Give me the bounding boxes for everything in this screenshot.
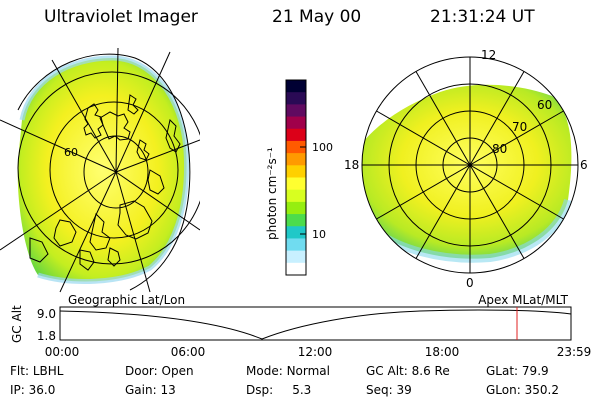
colorbar-cell <box>286 250 306 264</box>
latitude-circle <box>83 135 149 209</box>
aurora-image-left <box>17 58 187 282</box>
y-tick-label: 9.0 <box>37 307 56 321</box>
dsp-field: Dsp: 5.3 <box>246 383 312 397</box>
colorbar-cell <box>286 262 306 276</box>
latitude-label: 60 <box>64 146 78 159</box>
date-label: 21 May 00 <box>272 7 362 27</box>
mlt-label-midnight: 0 <box>466 276 474 290</box>
mode-field: Mode: Normal <box>246 364 330 378</box>
app-title: Ultraviolet Imager <box>44 7 198 27</box>
door-field: Door: Open <box>125 364 194 378</box>
colorbar-tick-label: 10 <box>312 228 326 241</box>
colorbar-cell <box>286 80 306 93</box>
filter-field: Flt: LBHL <box>10 364 64 378</box>
colorbar-cell <box>286 226 306 239</box>
x-tick-label: 06:00 <box>171 345 206 359</box>
x-tick-label: 12:00 <box>298 345 333 359</box>
seq-field: Seq: 39 <box>366 383 412 397</box>
colorbar-cell <box>286 201 306 215</box>
mlat-label: 60 <box>537 98 552 112</box>
meridian-lines <box>0 47 200 293</box>
mlat-label: 70 <box>512 120 527 134</box>
colorbar-cell <box>286 165 306 178</box>
geographic-map <box>0 47 200 293</box>
colorbar-cell <box>286 140 306 154</box>
glon-field: GLon: 350.2 <box>486 383 559 397</box>
colorbar-cell <box>286 153 306 166</box>
ip-field: IP: 36.0 <box>10 383 56 397</box>
colorbar-cell <box>286 214 306 227</box>
mlt-label-dawn: 6 <box>580 158 588 172</box>
colorbar-cell <box>286 238 306 252</box>
left-projection-label: Geographic Lat/Lon <box>68 293 185 307</box>
colorbar <box>286 80 306 276</box>
colorbar-cell <box>286 116 306 130</box>
x-tick-label: 18:00 <box>425 345 460 359</box>
colorbar-cell <box>286 104 306 118</box>
colorbar-cell <box>286 128 306 142</box>
colorbar-cell <box>286 177 306 191</box>
glat-field: GLat: 79.9 <box>486 364 549 378</box>
coastlines <box>29 94 181 271</box>
gain-field: Gain: 13 <box>125 383 176 397</box>
time-label: 21:31:24 UT <box>430 7 535 27</box>
colorbar-tick-label: 100 <box>312 141 333 154</box>
mlat-label: 80 <box>492 142 507 156</box>
x-tick-label: 00:00 <box>45 345 80 359</box>
gc-alt-field: GC Alt: 8.6 Re <box>366 364 450 378</box>
right-projection-label: Apex MLat/MLT <box>478 293 568 307</box>
colorbar-unit-label: photon cm⁻²s⁻¹ <box>265 147 279 240</box>
mlt-label-dusk: 18 <box>344 158 359 172</box>
mlt-label-noon: 12 <box>481 48 496 62</box>
x-tick-label: 23:59 <box>557 345 592 359</box>
timeline-axis-label: GC Alt <box>10 305 24 343</box>
earth-limb <box>17 53 191 291</box>
timeline-frame <box>59 306 572 341</box>
polar-plot <box>361 56 579 274</box>
latitude-circle <box>49 101 179 239</box>
colorbar-cell <box>286 189 306 203</box>
altitude-curve <box>59 309 572 340</box>
colorbar-cell <box>286 92 306 105</box>
y-tick-label: 1.8 <box>37 329 56 343</box>
